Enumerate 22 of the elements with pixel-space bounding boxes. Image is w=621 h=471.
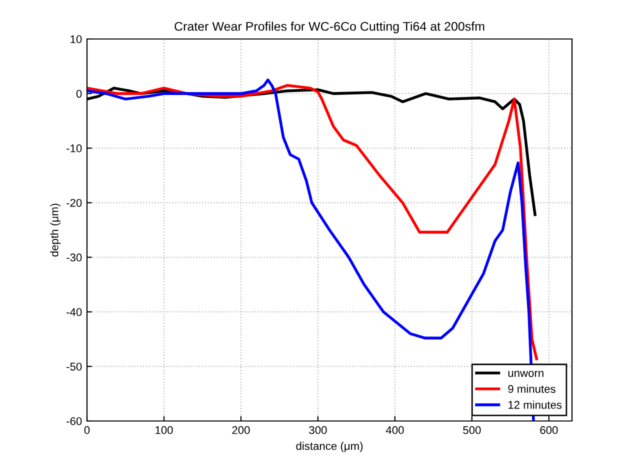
x-tick-label: 300 (309, 426, 327, 434)
x-tick-label: 0 (84, 426, 90, 434)
legend-label: 9 minutes (508, 384, 556, 393)
y-tick-label: -20 (66, 198, 82, 207)
legend-label: 12 minutes (508, 400, 562, 409)
x-tick-label: 500 (463, 426, 481, 434)
y-tick-label: -10 (66, 144, 82, 152)
chart-title: Crater Wear Profiles for WC-6Co Cutting Ti64 at 200sfm (174, 22, 484, 34)
y-tick-label: 0 (76, 90, 82, 98)
y-tick-label: -30 (66, 254, 82, 262)
x-axis-title: distance (μm) (296, 442, 363, 452)
y-tick-label: -50 (66, 362, 82, 371)
x-tick-label: 400 (386, 426, 404, 434)
x-tick-label: 600 (540, 426, 558, 434)
x-tick-label: 200 (232, 426, 250, 434)
y-axis-title: depth (μm) (50, 204, 61, 257)
y-tick-label: 10 (70, 35, 82, 44)
y-tick-label: -40 (66, 308, 82, 316)
legend-label: unworn (508, 370, 544, 377)
x-tick-label: 100 (156, 426, 173, 434)
line-series (87, 84, 538, 360)
y-tick-label: -60 (66, 417, 82, 426)
